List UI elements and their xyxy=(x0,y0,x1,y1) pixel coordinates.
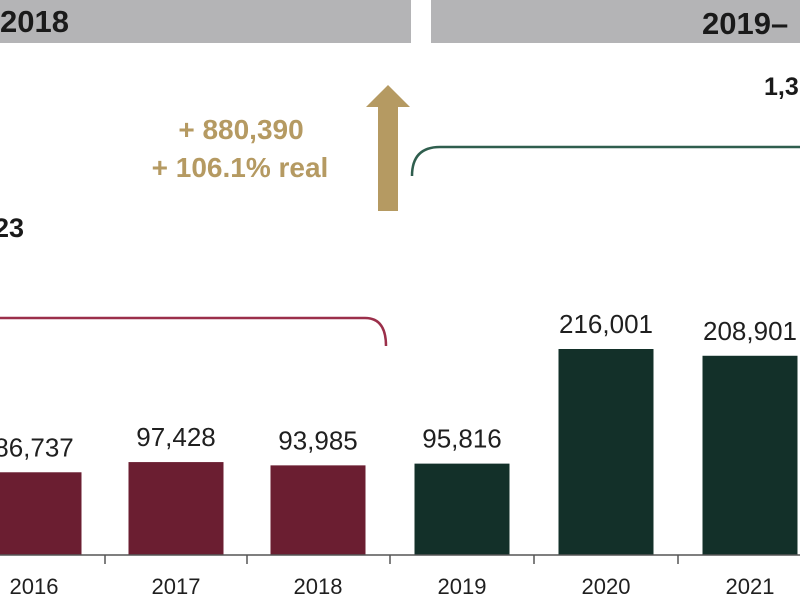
data-label-2016: 86,737 xyxy=(0,432,74,462)
period2-bracket xyxy=(410,145,800,177)
tick-label-2020: 2020 xyxy=(582,574,631,599)
x-axis: 2016 2017 2018 2019 2020 2021 xyxy=(0,554,800,599)
tick-label-2017: 2017 xyxy=(152,574,201,599)
bar-2019 xyxy=(414,463,510,555)
period2-total-label: 1,3 xyxy=(764,73,799,101)
bars-group xyxy=(0,349,798,555)
bar-2021 xyxy=(702,355,798,555)
bar-2020 xyxy=(558,349,654,555)
increase-amount-label: + 880,390 xyxy=(178,114,303,145)
tick-label-2019: 2019 xyxy=(438,574,487,599)
bar-2016 xyxy=(0,472,82,555)
increase-real-label: + 106.1% real xyxy=(152,152,329,183)
header-label-left: 2018 xyxy=(0,4,69,39)
period1-bracket xyxy=(0,316,388,347)
data-label-2020: 216,001 xyxy=(559,309,653,339)
increase-arrow-icon xyxy=(366,85,410,211)
header-bar-right xyxy=(431,0,800,43)
data-labels-group: 86,737 97,428 93,985 95,816 216,001 208,901 xyxy=(0,309,797,462)
data-label-2021: 208,901 xyxy=(703,316,797,346)
tick-label-2021: 2021 xyxy=(726,574,775,599)
data-label-2017: 97,428 xyxy=(136,422,216,452)
tick-label-2018: 2018 xyxy=(294,574,343,599)
bar-2018 xyxy=(270,465,366,555)
data-label-2019: 95,816 xyxy=(422,424,502,454)
header-bar-left xyxy=(0,0,411,43)
tick-label-2016: 2016 xyxy=(10,574,59,599)
header-label-right: 2019– xyxy=(702,6,788,41)
data-label-2018: 93,985 xyxy=(278,425,358,455)
period1-total-label: 23 xyxy=(0,213,24,243)
bar-2017 xyxy=(128,462,224,555)
